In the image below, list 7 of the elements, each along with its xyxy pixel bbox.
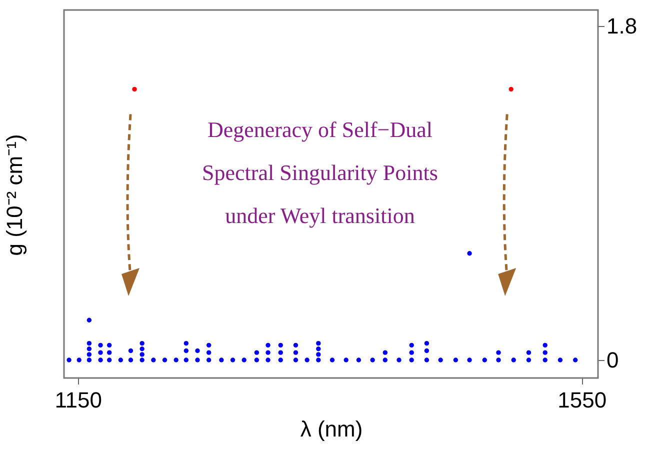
x-axis-title: λ (nm)	[300, 416, 363, 442]
y-tick-label: 0	[606, 348, 619, 373]
annotation: Degeneracy of Self−Dual Spectral Singularity Points under Weyl transition	[201, 116, 439, 230]
x-tick-label: 1550	[558, 388, 607, 412]
y-axis-title: g (10⁻² cm⁻¹)	[1, 133, 28, 258]
x-tick-label: 1150	[54, 388, 102, 412]
y-tick-label: 1.8	[606, 14, 638, 39]
